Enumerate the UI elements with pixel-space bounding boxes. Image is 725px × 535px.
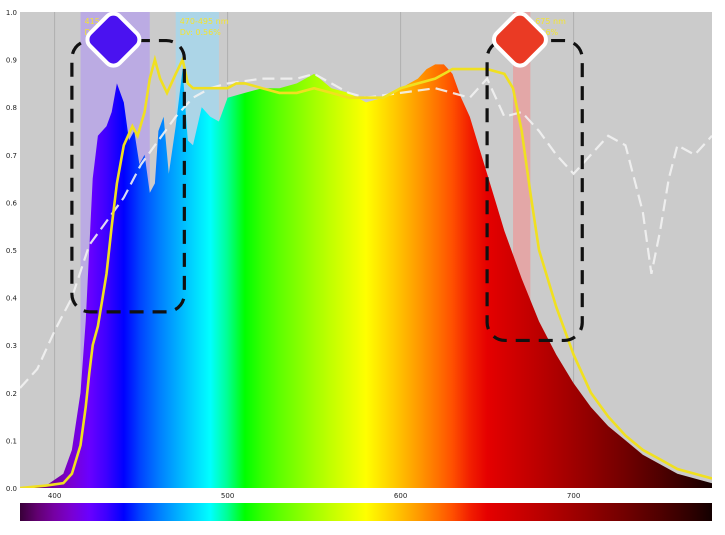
y-tick-label: 0.5 <box>6 247 17 255</box>
y-tick-label: 0.2 <box>6 390 17 398</box>
x-tick-label: 600 <box>394 492 407 500</box>
y-tick-label: 0.1 <box>6 437 17 445</box>
yellow-series-line <box>20 54 712 488</box>
diamond-marker <box>491 11 548 68</box>
band-markers <box>85 11 548 68</box>
y-tick-label: 0.7 <box>6 152 17 160</box>
x-tick-label: 500 <box>221 492 234 500</box>
band-label-range: 470-495 nm <box>180 17 229 26</box>
y-tick-label: 0.0 <box>6 485 17 493</box>
y-tick-label: 0.4 <box>6 295 18 303</box>
y-tick-label: 0.8 <box>6 104 17 112</box>
x-tick-label: 400 <box>48 492 61 500</box>
y-tick-label: 0.9 <box>6 57 17 65</box>
y-tick-label: 0.6 <box>6 199 18 207</box>
white-dashed-series-line <box>20 72 712 389</box>
x-tick-label: 700 <box>567 492 580 500</box>
axis-ticks: 0.0 0.1 0.2 0.3 0.4 0.5 0.6 0.7 0.8 0.9 1.0 400 500 6… <box>6 9 580 500</box>
spectrum-area <box>20 64 712 488</box>
band-label-dv: Dv: 0.56% <box>180 28 222 37</box>
y-tick-label: 0.3 <box>6 342 17 350</box>
y-tick-label: 1.0 <box>6 9 17 17</box>
band-label-range: 665-675 nm <box>517 17 566 26</box>
diamond-marker <box>85 11 142 68</box>
wavelength-colorbar <box>20 503 712 521</box>
